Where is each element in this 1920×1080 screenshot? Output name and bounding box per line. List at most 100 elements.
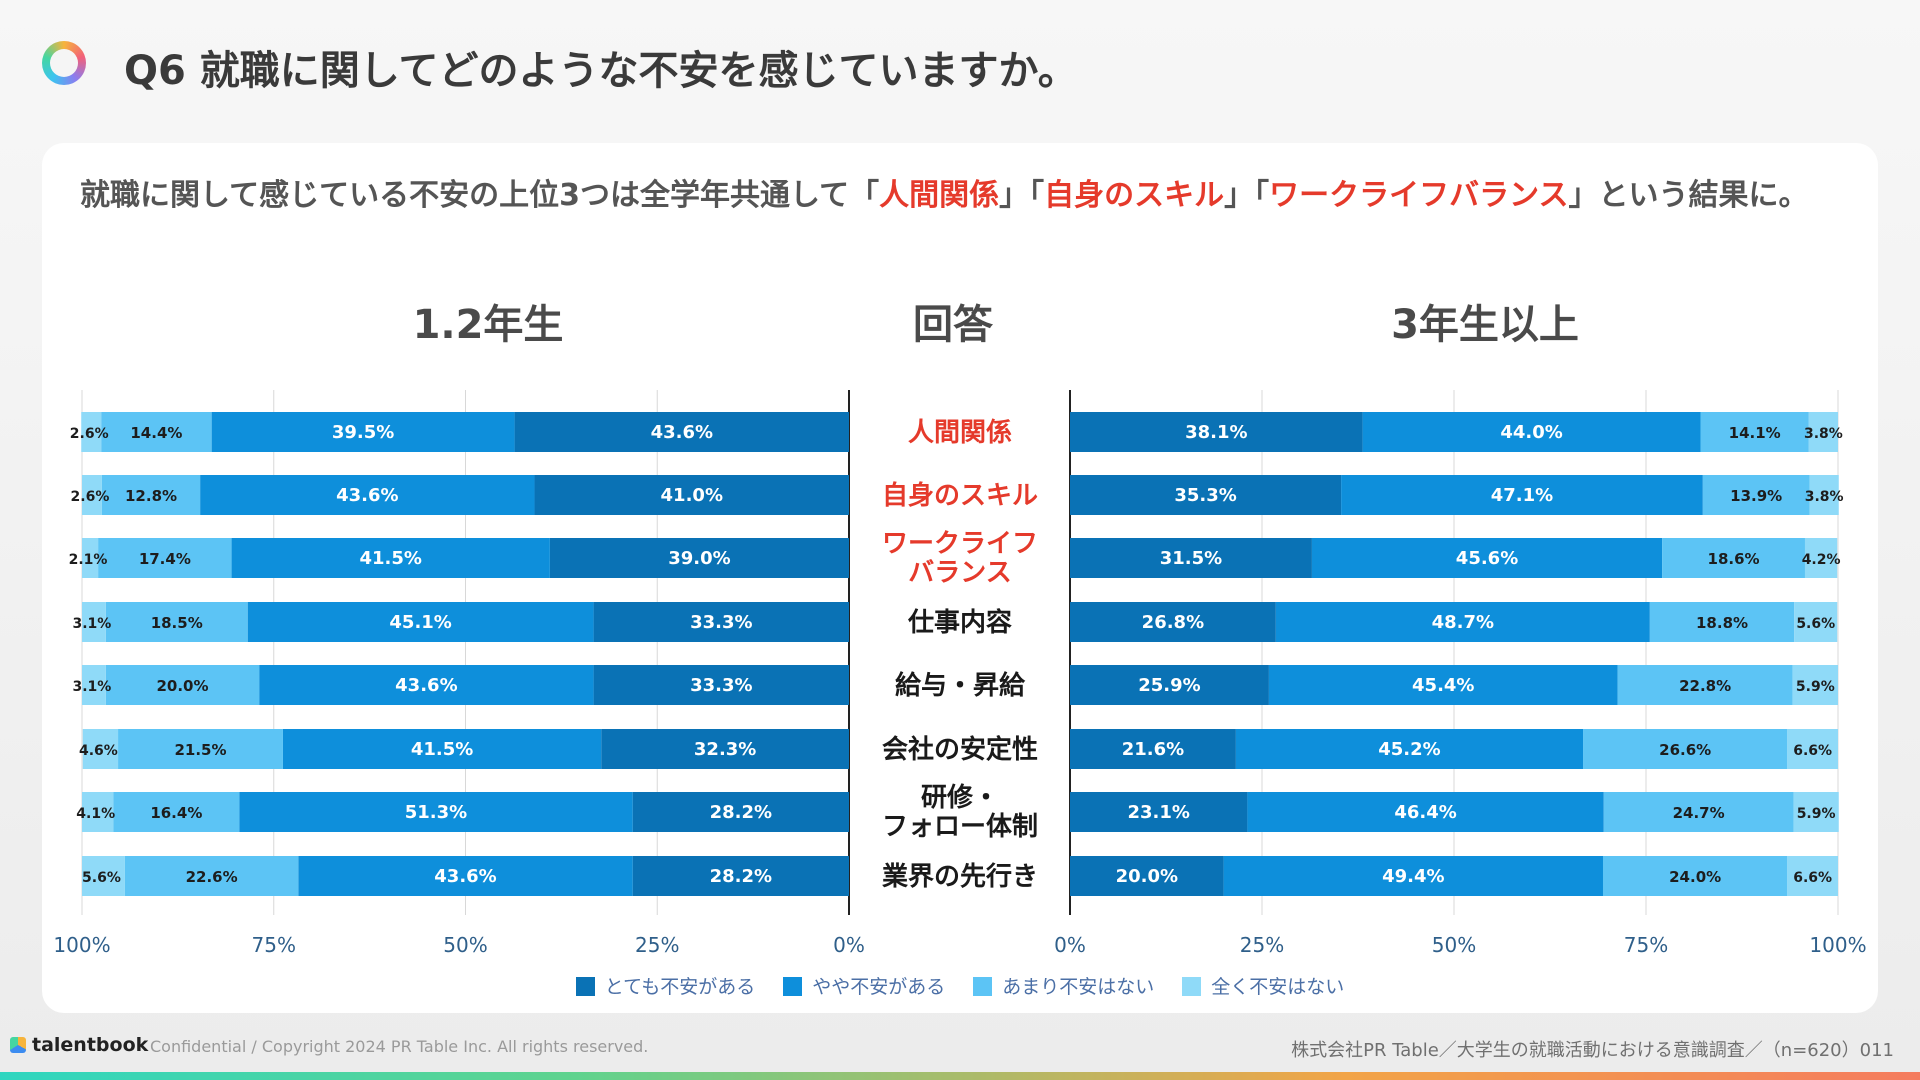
legend-item: あまり不安はない (973, 972, 1154, 999)
right-bar-value-label: 21.6% (1122, 739, 1184, 760)
right-bar-segment (1603, 792, 1794, 832)
category-label: 給与・昇給 (895, 670, 1026, 701)
right-bar-segment (1070, 856, 1224, 896)
category-label: 業界の先行き (882, 861, 1038, 892)
legend-label: あまり不安はない (1002, 976, 1155, 998)
subtitle-text: 就職に関して感じている不安の上位3つは全学年共通して「 (80, 178, 880, 213)
left-bar-value-label: 28.2% (710, 802, 772, 823)
right-bar-segment (1662, 538, 1805, 578)
left-bar-segment (82, 792, 114, 832)
left-bar-segment (200, 475, 535, 515)
category-label: ワークライフバランス (882, 529, 1038, 588)
left-bar-value-label: 21.5% (174, 741, 226, 759)
right-bar-value-label: 4.2% (1802, 552, 1841, 568)
legend-item: やや不安がある (783, 972, 945, 999)
right-bar-value-label: 20.0% (1116, 866, 1178, 887)
left-bar-segment (105, 602, 248, 642)
right-axis-tick-label: 100% (1809, 933, 1866, 957)
legend-item: 全く不安はない (1182, 972, 1344, 999)
right-bar-segment (1583, 729, 1788, 769)
right-bar-segment (1787, 729, 1838, 769)
left-bar-value-label: 32.3% (694, 739, 756, 760)
right-bar-value-label: 5.6% (1796, 616, 1835, 632)
right-bar-segment (1794, 602, 1838, 642)
left-bar-value-label: 28.2% (710, 866, 772, 887)
right-bar-value-label: 18.8% (1696, 614, 1748, 632)
right-bar-segment (1070, 412, 1363, 452)
left-bar-segment (593, 665, 849, 705)
left-bar-value-label: 33.3% (690, 612, 752, 633)
left-bar-value-label: 16.4% (150, 804, 202, 822)
left-bar-segment (601, 729, 849, 769)
footer-brand-name: talentbook (32, 1034, 149, 1056)
right-bar-value-label: 35.3% (1174, 485, 1236, 506)
left-bar-value-label: 2.6% (71, 489, 110, 505)
right-bar-value-label: 45.2% (1378, 739, 1440, 760)
right-bar-segment (1070, 602, 1276, 642)
category-label: 会社の安定性 (882, 734, 1038, 765)
right-bar-segment (1602, 856, 1788, 896)
category-label-line: フォロー体制 (882, 812, 1038, 842)
right-bar-value-label: 6.6% (1793, 870, 1832, 886)
right-bar-segment (1341, 475, 1703, 515)
right-bar-value-label: 38.1% (1185, 422, 1247, 443)
legend-label: 全く不安はない (1211, 976, 1345, 998)
left-bar-value-label: 2.1% (69, 552, 108, 568)
left-bar-segment (82, 729, 119, 769)
right-bar-segment (1070, 475, 1342, 515)
left-bar-value-label: 3.1% (72, 679, 111, 695)
left-bar-segment (98, 538, 232, 578)
right-bar-value-label: 14.1% (1729, 424, 1781, 442)
right-bar-value-label: 47.1% (1491, 485, 1553, 506)
left-bar-value-label: 20.0% (156, 677, 208, 695)
right-bar-value-label: 46.4% (1394, 802, 1456, 823)
right-axis-tick-label: 75% (1624, 933, 1668, 957)
left-bar-segment (632, 792, 849, 832)
right-panel-title: 3年生以上 (1391, 302, 1579, 348)
right-bar-value-label: 22.8% (1679, 677, 1731, 695)
left-bar-value-label: 41.0% (661, 485, 723, 506)
left-bar-segment (124, 856, 299, 896)
center-column-title: 回答 (913, 302, 993, 348)
left-bar-value-label: 43.6% (434, 866, 496, 887)
subtitle: 就職に関して感じている不安の上位3つは全学年共通して「人間関係」「自身のスキル」… (80, 176, 1850, 216)
subtitle-highlight: ワークライフバランス (1269, 178, 1569, 213)
right-bar-value-label: 6.6% (1793, 743, 1832, 759)
left-bar-value-label: 18.5% (151, 614, 203, 632)
category-label: 人間関係 (908, 418, 1012, 448)
left-bar-value-label: 43.6% (651, 422, 713, 443)
right-bar-segment (1223, 856, 1603, 896)
right-bar-value-label: 49.4% (1382, 866, 1444, 887)
right-bar-value-label: 23.1% (1127, 802, 1189, 823)
left-bar-segment (534, 475, 849, 515)
left-bar-segment (211, 412, 515, 452)
right-bar-segment (1275, 602, 1650, 642)
left-bar-value-label: 3.1% (72, 616, 111, 632)
right-bar-segment (1311, 538, 1663, 578)
left-bar-value-label: 39.0% (668, 548, 730, 569)
left-bar-segment (514, 412, 849, 452)
right-bar-value-label: 25.9% (1138, 675, 1200, 696)
subtitle-text: 」「 (999, 178, 1045, 213)
left-panel-title: 1.2年生 (412, 302, 564, 348)
left-bar-segment (231, 538, 550, 578)
left-bar-value-label: 45.1% (389, 612, 451, 633)
legend-swatch (575, 977, 595, 996)
subtitle-text: 」という結果に。 (1568, 178, 1809, 213)
left-bar-value-label: 51.3% (405, 802, 467, 823)
right-bar-segment (1070, 665, 1269, 705)
left-bar-segment (593, 602, 849, 642)
right-bar-segment (1792, 665, 1838, 705)
right-bar-value-label: 24.0% (1669, 868, 1721, 886)
legend-label: とても不安がある (604, 976, 756, 998)
left-axis-tick-label: 50% (443, 933, 487, 957)
left-bar-segment (82, 856, 125, 896)
right-bar-value-label: 3.8% (1804, 426, 1843, 442)
right-bar-segment (1700, 412, 1809, 452)
left-axis-tick-label: 25% (635, 933, 679, 957)
right-bar-segment (1070, 792, 1248, 832)
left-bar-segment (82, 665, 106, 705)
source-note: 株式会社PR Table／大学生の就職活動における意識調査／（n=620）011 (1291, 1040, 1894, 1061)
left-bar-segment (632, 856, 849, 896)
